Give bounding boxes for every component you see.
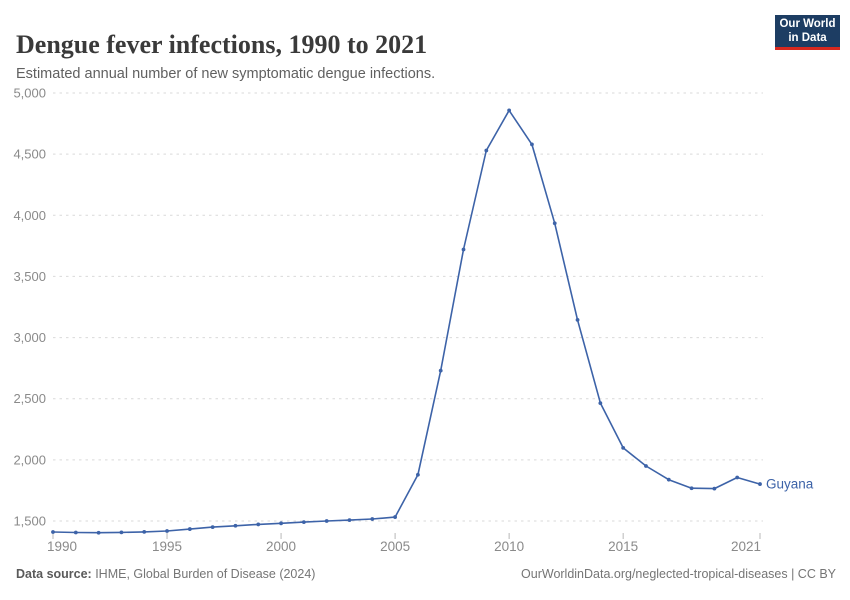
data-point-2019 xyxy=(712,486,717,491)
data-point-2010 xyxy=(507,108,512,113)
x-tick-label: 1990 xyxy=(47,539,77,554)
data-point-1990 xyxy=(51,530,55,534)
data-point-2012 xyxy=(552,221,557,226)
data-point-2013 xyxy=(575,317,580,322)
y-tick-label: 3,000 xyxy=(13,330,46,345)
series-label-guyana[interactable]: Guyana xyxy=(766,477,814,492)
data-point-2017 xyxy=(666,477,671,482)
y-tick-label: 1,500 xyxy=(13,514,46,529)
data-point-2001 xyxy=(301,520,306,525)
data-point-2000 xyxy=(279,521,283,526)
data-point-1994 xyxy=(142,529,147,534)
y-tick-label: 2,500 xyxy=(13,391,46,406)
y-tick-label: 3,500 xyxy=(13,269,46,284)
y-axis-labels: 1,500 2,000 2,500 3,000 3,500 4,000 4,500 5,000 xyxy=(13,86,46,529)
y-gridlines xyxy=(53,92,763,522)
data-point-1997 xyxy=(210,525,215,530)
data-source: Data source: IHME, Global Burden of Dise… xyxy=(16,567,315,581)
data-point-2018 xyxy=(689,486,694,491)
x-axis-labels: 1990 1995 2000 2005 2010 2015 2021 xyxy=(47,539,761,554)
data-point-2005 xyxy=(393,515,397,519)
data-point-1991 xyxy=(73,530,78,535)
data-point-2015 xyxy=(621,445,626,450)
data-point-2014 xyxy=(598,401,603,406)
guyana-line-series[interactable] xyxy=(51,108,762,535)
owid-logo-line2: in Data xyxy=(788,32,827,44)
chart-footer: Data source: IHME, Global Burden of Dise… xyxy=(16,567,836,581)
chart-subtitle: Estimated annual number of new symptomat… xyxy=(16,65,436,82)
y-tick-label: 5,000 xyxy=(13,86,46,101)
data-point-1996 xyxy=(187,527,192,531)
data-source-label: Data source: xyxy=(16,567,92,581)
y-tick-label: 4,000 xyxy=(13,208,46,223)
data-point-1993 xyxy=(119,530,124,535)
data-point-2011 xyxy=(530,142,534,147)
data-point-2004 xyxy=(370,517,375,521)
x-tick-label: 1995 xyxy=(152,539,182,554)
data-point-2007 xyxy=(438,368,443,373)
data-point-2020 xyxy=(735,475,740,480)
data-point-2002 xyxy=(324,519,329,523)
data-point-1998 xyxy=(233,523,238,528)
x-tick-label: 2005 xyxy=(380,539,410,554)
x-tick-label: 2015 xyxy=(608,539,638,554)
x-tick-label: 2010 xyxy=(494,539,524,554)
data-point-1999 xyxy=(256,522,261,527)
data-point-2003 xyxy=(347,518,352,523)
x-axis-ticks xyxy=(52,533,761,539)
y-tick-label: 2,000 xyxy=(13,452,46,467)
data-point-2021 xyxy=(758,482,762,486)
owid-url-link[interactable]: OurWorldinData.org/neglected-tropical-di… xyxy=(521,567,836,581)
data-point-1992 xyxy=(96,530,101,535)
guyana-line[interactable] xyxy=(52,109,761,534)
y-tick-label: 4,500 xyxy=(13,147,46,162)
data-point-2016 xyxy=(644,464,648,468)
data-source-text: IHME, Global Burden of Disease (2024) xyxy=(91,567,316,581)
page-title: Dengue fever infections, 1990 to 2021 xyxy=(16,30,428,60)
data-point-2006 xyxy=(416,472,420,477)
data-point-2009 xyxy=(484,148,489,153)
owid-logo-line1: Our World xyxy=(779,17,836,30)
x-tick-label: 2000 xyxy=(266,539,296,554)
x-tick-label: 2021 xyxy=(731,539,761,554)
owid-logo[interactable]: Our World in Data xyxy=(775,15,840,50)
data-point-1995 xyxy=(165,529,169,533)
data-point-2008 xyxy=(461,247,466,252)
